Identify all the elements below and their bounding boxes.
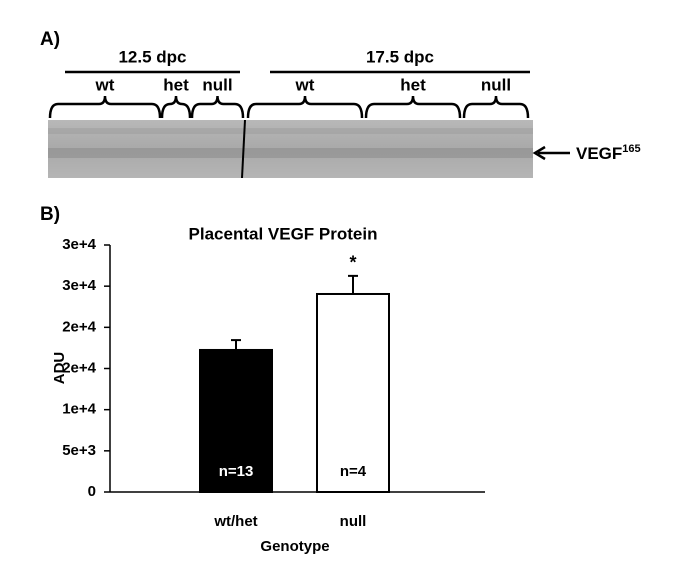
band-label: VEGF165 xyxy=(576,143,641,164)
y-tick-label: 3e+4 xyxy=(62,277,96,294)
n-label: n=13 xyxy=(219,463,254,480)
brace xyxy=(364,95,462,119)
chart-title: Placental VEGF Protein xyxy=(189,224,378,243)
stage-label: 17.5 dpc xyxy=(366,47,434,66)
bar xyxy=(316,292,390,494)
brace xyxy=(160,95,192,119)
group-label: wt xyxy=(95,75,115,94)
group-label: het xyxy=(400,75,426,94)
stage-label: 12.5 dpc xyxy=(118,47,186,66)
brace xyxy=(246,95,364,119)
blot-divider xyxy=(241,119,246,179)
brace xyxy=(48,95,162,119)
group-label: het xyxy=(163,75,189,94)
y-tick-label: 5e+3 xyxy=(62,442,96,459)
arrow-head xyxy=(532,145,546,161)
x-axis-label: Genotype xyxy=(260,538,329,555)
y-tick-label: 2e+4 xyxy=(62,318,96,335)
group-label: null xyxy=(202,75,232,94)
band-name: VEGF xyxy=(576,144,622,163)
blot-band xyxy=(48,148,533,158)
y-tick-label: 3e+4 xyxy=(62,236,96,253)
y-tick-label: 1e+4 xyxy=(62,401,96,418)
group-label: wt xyxy=(295,75,315,94)
blot-band xyxy=(48,128,533,134)
x-tick-label: wt/het xyxy=(213,513,257,530)
brace xyxy=(462,95,530,119)
y-axis-label: ADU xyxy=(51,352,68,385)
panel-label: B) xyxy=(40,204,60,225)
group-label: null xyxy=(481,75,511,94)
bar xyxy=(199,348,273,493)
x-tick-label: null xyxy=(340,513,367,530)
n-label: n=4 xyxy=(340,463,367,480)
y-tick-label: 0 xyxy=(88,483,96,500)
band-superscript: 165 xyxy=(622,143,640,155)
panel-label: A) xyxy=(40,29,60,50)
significance: * xyxy=(349,253,356,273)
y-tick-label: 2e+4 xyxy=(62,359,96,376)
brace xyxy=(190,95,245,119)
